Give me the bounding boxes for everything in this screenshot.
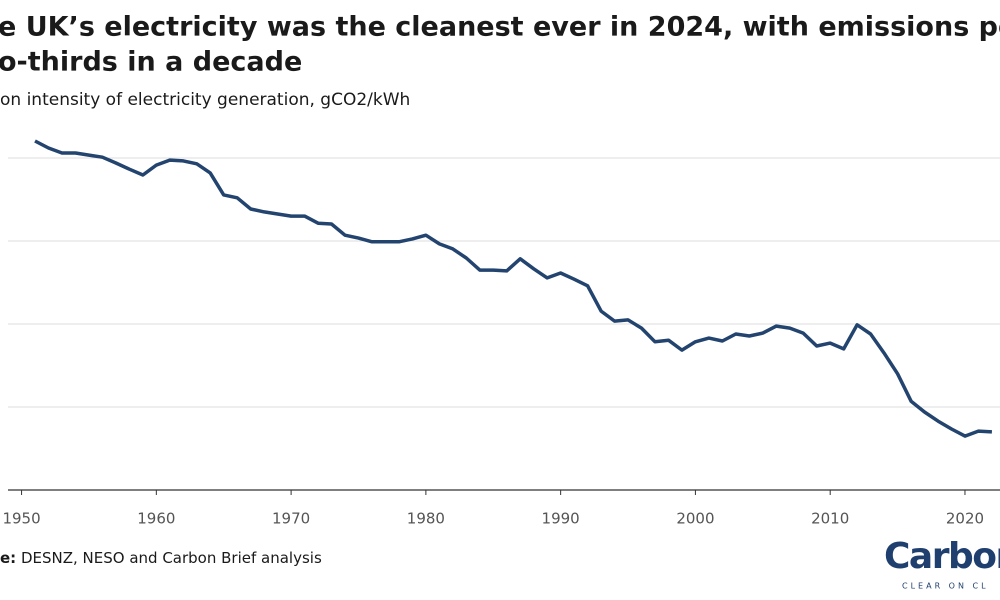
x-tick-label: 1970	[272, 510, 310, 528]
x-tick-label: 1990	[542, 510, 580, 528]
chart-title: o-thirds in a decade	[0, 47, 302, 78]
x-tick-label: 1980	[407, 510, 445, 528]
chart-title: e UK’s electricity was the cleanest ever…	[0, 12, 1000, 43]
x-tick-label: 2010	[811, 510, 849, 528]
data-line	[34, 139, 993, 438]
chart-subtitle: on intensity of electricity generation, …	[0, 90, 410, 110]
x-tick-label: 2020	[946, 510, 984, 528]
source: e: DESNZ, NESO and Carbon Brief analysis	[0, 549, 322, 567]
source-label: e:	[0, 549, 16, 567]
logo-tagline: CLEAR ON CL	[902, 582, 989, 591]
x-tick-label: 1950	[2, 510, 40, 528]
x-tick-label: 1960	[137, 510, 175, 528]
x-tick-label: 2000	[676, 510, 714, 528]
source-text: DESNZ, NESO and Carbon Brief analysis	[21, 549, 322, 567]
